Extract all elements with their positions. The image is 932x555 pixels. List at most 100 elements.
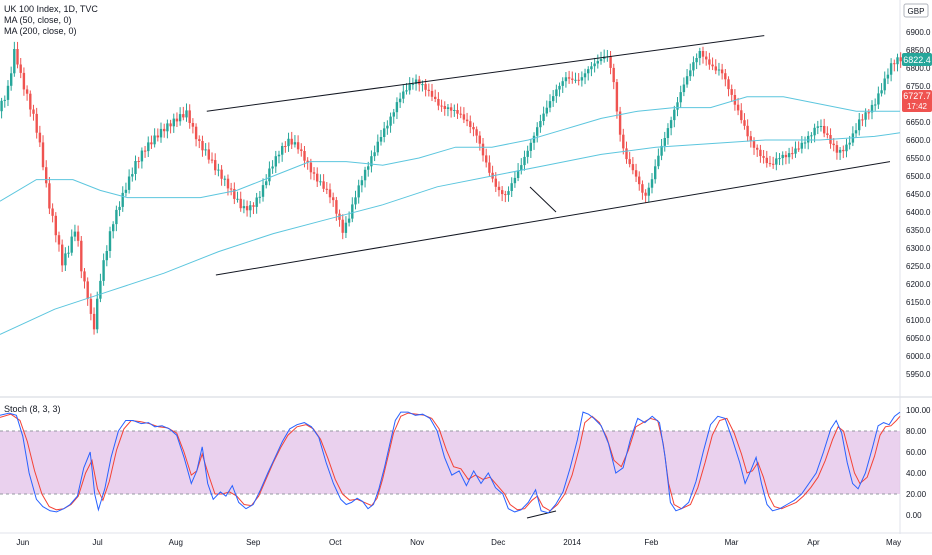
candle-body: [453, 110, 456, 111]
candle-body: [552, 96, 555, 102]
candle-body: [229, 188, 233, 190]
candle-body: [826, 133, 829, 135]
candle-body: [328, 189, 332, 198]
candle-body: [10, 73, 13, 86]
candle-body: [437, 99, 440, 106]
candle-body: [373, 152, 376, 157]
candle-body: [16, 49, 19, 65]
candle-body: [80, 240, 83, 272]
svg-text:6822.4: 6822.4: [903, 55, 931, 65]
price-tick-label: 6350.0: [906, 226, 931, 235]
candle-body: [772, 163, 775, 165]
ma-200-line: [0, 132, 901, 335]
candle-body: [654, 166, 657, 180]
candle-body: [217, 169, 220, 171]
candle-body: [787, 153, 791, 158]
candle-body: [147, 142, 150, 152]
candle-body: [529, 142, 532, 151]
stoch-k-line: [0, 411, 901, 514]
candle-body: [886, 74, 890, 79]
candle-body: [335, 200, 338, 214]
candle-body: [669, 120, 673, 129]
price-tick-label: 6750.0: [906, 82, 931, 91]
candle-body: [539, 121, 542, 128]
candle-body: [542, 113, 545, 121]
candle-body: [357, 185, 360, 198]
candle-body: [523, 156, 526, 166]
symbol-title[interactable]: UK 100 Index, 1D, TVC: [4, 4, 98, 14]
candle-body: [832, 143, 835, 146]
candle-body: [842, 149, 845, 152]
candle-body: [896, 57, 899, 65]
candle-body: [465, 119, 469, 122]
candle-body: [13, 49, 16, 74]
candle-body: [332, 197, 335, 201]
candle-body: [261, 185, 265, 197]
price-tick-label: 6250.0: [906, 262, 931, 271]
candle-body: [485, 155, 488, 163]
stoch-band: [0, 431, 900, 494]
candle-body: [150, 142, 153, 145]
candle-body: [360, 180, 364, 186]
candle-body: [236, 198, 239, 200]
candle-body: [685, 76, 689, 85]
price-tick-label: 6500.0: [906, 172, 931, 181]
candle-body: [45, 167, 48, 184]
candle-body: [6, 85, 10, 100]
candle-body: [803, 142, 807, 144]
candle-body: [354, 197, 357, 205]
candle-body: [800, 142, 803, 149]
candle-body: [867, 112, 870, 114]
candle-body: [137, 161, 140, 162]
candle-body: [265, 181, 268, 186]
candle-body: [679, 92, 682, 103]
candle-body: [172, 118, 175, 127]
candle-body: [807, 135, 810, 143]
candle-body: [590, 66, 593, 70]
candle-body: [363, 169, 367, 181]
candle-body: [462, 114, 466, 120]
candle-body: [290, 138, 293, 145]
candle-body: [198, 139, 201, 141]
candle-body: [647, 187, 650, 196]
candle-body: [402, 91, 405, 99]
candle-body: [143, 150, 147, 152]
candle-body: [472, 127, 475, 130]
currency-badge[interactable]: GBP: [903, 3, 929, 18]
candle-body: [497, 186, 501, 191]
candle-body: [35, 113, 38, 133]
candle-body: [612, 67, 615, 83]
candle-body: [398, 98, 402, 103]
price-tick-label: 6100.0: [906, 316, 931, 325]
price-tick-label: 6550.0: [906, 154, 931, 163]
candle-body: [819, 126, 823, 127]
candle-body: [424, 84, 427, 90]
ma200-legend[interactable]: MA (200, close, 0): [4, 26, 77, 36]
candle-body: [877, 93, 880, 105]
ma50-legend[interactable]: MA (50, close, 0): [4, 15, 72, 25]
candle-body: [233, 189, 236, 199]
candle-body: [258, 196, 261, 198]
candle-body: [564, 77, 568, 82]
candle-body: [449, 107, 453, 111]
candle-body: [765, 157, 768, 164]
candle-body: [638, 176, 641, 185]
candle-body: [153, 135, 156, 145]
candle-body: [794, 148, 797, 154]
candle-body: [411, 84, 415, 85]
candle-body: [134, 161, 137, 174]
candle-body: [76, 231, 80, 241]
candle-body: [577, 79, 580, 81]
candle-body: [695, 58, 698, 63]
candle-body: [631, 164, 635, 171]
candle-body: [386, 125, 389, 129]
price-tick-label: 6050.0: [906, 334, 931, 343]
candle-body: [131, 174, 134, 177]
candle-body: [813, 127, 816, 136]
stoch-legend[interactable]: Stoch (8, 3, 3): [4, 404, 61, 414]
candle-body: [19, 64, 22, 73]
candle-body: [708, 59, 711, 65]
price-tick-label: 6200.0: [906, 280, 931, 289]
candle-body: [469, 121, 472, 127]
